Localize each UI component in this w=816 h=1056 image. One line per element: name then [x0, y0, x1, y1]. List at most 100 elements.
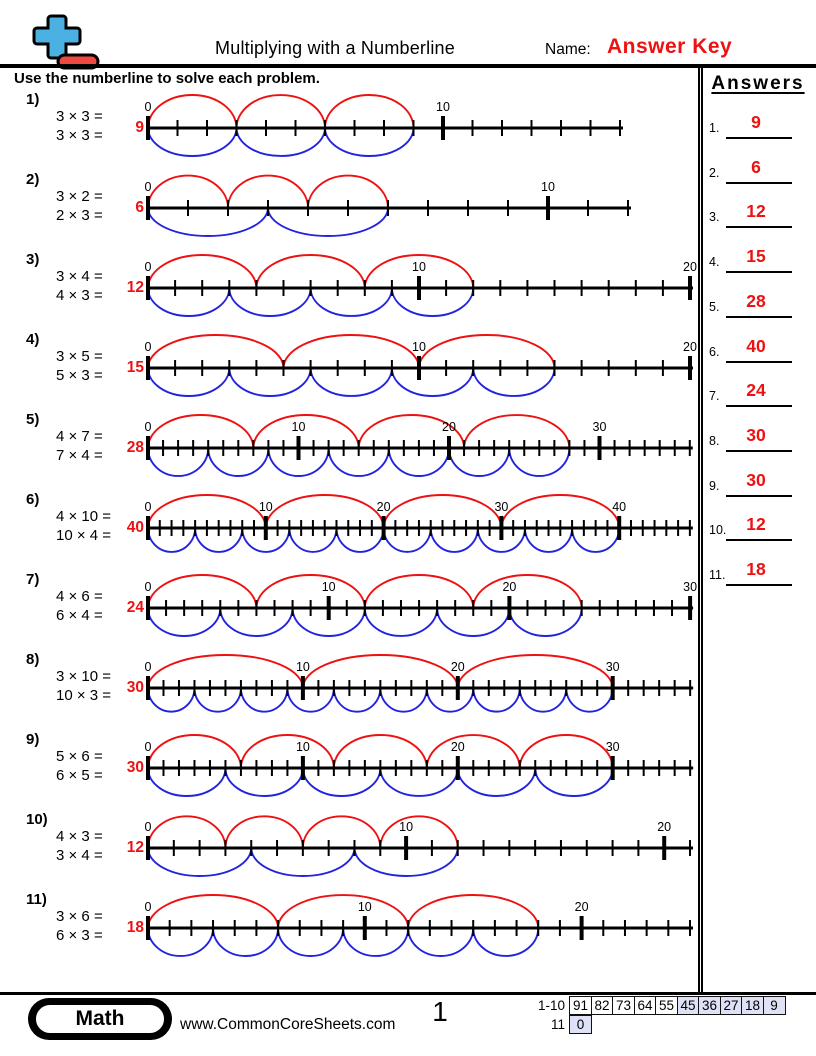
answer-item-number: 11. — [709, 568, 726, 582]
answers-title: Answers — [711, 73, 805, 94]
numberline-tick-label: 20 — [502, 580, 516, 594]
problem-number: 6) — [26, 491, 40, 508]
answer-underline — [726, 494, 792, 497]
problem-equations: 3 × 2 = 2 × 3 = — [56, 188, 103, 225]
numberline-tick-label: 10 — [292, 420, 306, 434]
score-cell: 82 — [590, 996, 614, 1015]
answer-item: 11. 18 — [702, 559, 816, 593]
problem-row: 8) 3 × 10 = 10 × 3 = 30 0 10 20 30 — [0, 642, 700, 738]
numberline-tick-label: 10 — [296, 660, 310, 674]
problem-row: 11) 3 × 6 = 6 × 3 = 18 0 10 20 — [0, 882, 700, 978]
numberline-tick-label: 10 — [358, 900, 372, 914]
problem-number: 8) — [26, 651, 40, 668]
problem-answer: 30 — [126, 759, 144, 776]
problem-number: 4) — [26, 331, 40, 348]
problem-answer: 18 — [126, 919, 144, 936]
numberline: 0 10 20 30 40 — [145, 494, 693, 553]
numberline: 0 10 20 — [145, 815, 694, 877]
numberline-tick-label: 30 — [494, 500, 508, 514]
problem-row: 9) 5 × 6 = 6 × 5 = 30 0 10 20 30 — [0, 722, 700, 818]
answer-item-number: 8. — [709, 433, 720, 448]
equation-bottom: 3 × 4 = — [56, 846, 103, 864]
answer-item-value: 30 — [746, 469, 766, 490]
answer-item-value: 12 — [746, 201, 766, 222]
numberline-tick-label: 10 — [296, 740, 310, 754]
problem-number: 1) — [26, 91, 40, 108]
problem-row: 7) 4 × 6 = 6 × 4 = 24 0 10 20 30 — [0, 562, 700, 658]
answers-panel: Answers 1. 9 2. 6 3. 12 4. 15 5. 28 6. 40 7. 24 8. 30 9.… — [702, 0, 816, 1056]
website-text: www.CommonCoreSheets.com — [180, 1016, 396, 1033]
problem-answer: 30 — [126, 679, 144, 696]
answer-item-number: 10. — [709, 523, 727, 538]
equation-bottom: 2 × 3 = — [56, 206, 103, 224]
problem-equations: 5 × 6 = 6 × 5 = — [56, 748, 103, 785]
instructions-text: Use the numberline to solve each problem… — [14, 70, 320, 87]
numberline-tick-label: 20 — [451, 740, 465, 754]
problem-number: 2) — [26, 171, 40, 188]
equation-bottom: 6 × 3 = — [56, 926, 103, 944]
math-badge-label: Math — [33, 1002, 167, 1036]
answer-item-number: 6. — [709, 344, 720, 359]
numberline: 0 10 20 30 — [145, 414, 693, 477]
answer-item: 4. 15 — [702, 246, 816, 280]
numberline-tick-label: 10 — [412, 340, 426, 354]
problems-area: 1) 3 × 3 = 3 × 3 = 9 0 10 2) 3 × 2 = 2 × 3 = 6 0 10… — [0, 82, 700, 978]
answer-underline — [726, 584, 792, 586]
problem-equations: 3 × 10 = 10 × 3 = — [56, 668, 111, 705]
numberline-tick-label: 20 — [575, 900, 589, 914]
equation-top: 3 × 3 = — [56, 108, 103, 125]
answer-item-value: 9 — [751, 112, 761, 132]
numberline-tick-label: 40 — [612, 500, 626, 514]
answer-item: 3. 12 — [702, 201, 816, 235]
answer-underline — [726, 449, 792, 452]
answer-underline — [726, 539, 792, 542]
problem-number: 10) — [26, 811, 48, 828]
score-cell: 9 — [762, 996, 786, 1015]
equation-bottom: 5 × 3 = — [56, 366, 103, 384]
numberline-tick-label: 20 — [442, 420, 456, 434]
answer-item-value: 40 — [746, 335, 766, 356]
numberline-tick-label: 30 — [606, 740, 620, 754]
equation-top: 3 × 2 = — [56, 188, 103, 205]
numberline-tick-label: 0 — [145, 820, 152, 834]
problem-number: 3) — [26, 251, 40, 268]
equation-top: 3 × 6 = — [56, 908, 103, 925]
answer-item-value: 15 — [746, 246, 766, 267]
numberline-tick-label: 0 — [145, 580, 152, 594]
numberline-tick-label: 0 — [145, 180, 152, 194]
problem-row: 3) 3 × 4 = 4 × 3 = 12 0 10 20 — [0, 242, 700, 338]
numberline: 0 10 20 30 — [145, 574, 697, 637]
numberline-tick-label: 20 — [377, 500, 391, 514]
equation-bottom: 3 × 3 = — [56, 126, 103, 144]
problem-number: 7) — [26, 571, 40, 588]
numberline: 0 10 20 30 — [145, 654, 694, 713]
answer-item-value: 6 — [751, 156, 761, 177]
problem-row: 4) 3 × 5 = 5 × 3 = 15 0 10 20 — [0, 322, 700, 418]
answer-item-number: 1. — [709, 121, 720, 135]
problem-row: 1) 3 × 3 = 3 × 3 = 9 0 10 — [0, 82, 700, 178]
numberline: 0 10 — [145, 174, 631, 237]
numberline: 0 10 20 — [145, 254, 697, 317]
equation-bottom: 7 × 4 = — [56, 446, 103, 464]
problem-equations: 4 × 6 = 6 × 4 = — [56, 588, 103, 625]
math-badge: Math — [28, 998, 172, 1040]
problem-answer: 9 — [135, 119, 144, 136]
problem-equations: 3 × 3 = 3 × 3 = — [56, 108, 103, 145]
numberline-tick-label: 10 — [436, 100, 450, 114]
numberline: 0 10 — [145, 94, 623, 157]
equation-top: 5 × 6 = — [56, 748, 103, 765]
name-value-answer-key: Answer Key — [607, 35, 733, 58]
score-row1-cells: 91 82 73 64 55 45 36 27 18 9 — [569, 996, 786, 1016]
answer-item-value: 28 — [746, 290, 766, 311]
answer-item-number: 2. — [709, 165, 720, 180]
score-row-1: 1-10 91 82 73 64 55 45 36 27 18 9 — [531, 996, 816, 1016]
equation-bottom: 10 × 4 = — [56, 526, 112, 544]
answer-item-number: 5. — [709, 299, 720, 314]
problem-row: 5) 4 × 7 = 7 × 4 = 28 0 10 20 30 — [0, 402, 700, 498]
score-cell: 18 — [741, 996, 764, 1015]
equation-bottom: 6 × 4 = — [56, 606, 103, 624]
numberline-tick-label: 20 — [683, 260, 697, 274]
numberline: 0 10 20 — [145, 894, 693, 957]
problem-answer: 40 — [126, 519, 144, 536]
score-cell: 36 — [698, 996, 721, 1015]
